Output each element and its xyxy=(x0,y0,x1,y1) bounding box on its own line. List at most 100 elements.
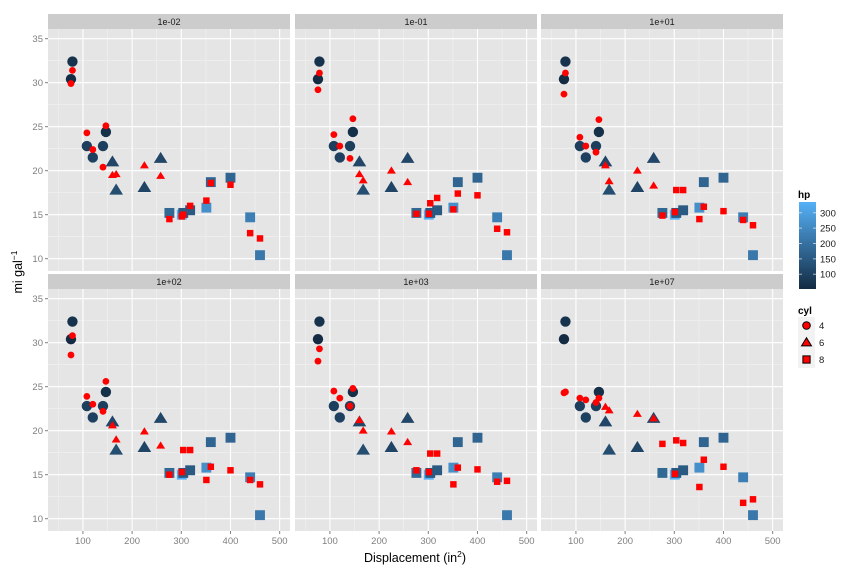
observed-point xyxy=(718,172,729,183)
predicted-point xyxy=(227,467,234,474)
predicted-point xyxy=(166,471,173,478)
facet-strip-label: 1e+02 xyxy=(156,277,181,287)
observed-point xyxy=(185,205,196,216)
predicted-point xyxy=(349,385,357,392)
predicted-point xyxy=(649,181,659,189)
legend-cyl-title: cyl xyxy=(798,306,812,317)
observed-point xyxy=(602,443,616,455)
predicted-point xyxy=(413,467,420,474)
observed-point xyxy=(334,152,346,163)
predicted-point xyxy=(632,166,642,174)
predicted-point xyxy=(600,402,610,410)
y-tick-label: 20 xyxy=(32,426,43,437)
predicted-point xyxy=(83,392,91,400)
predicted-point xyxy=(595,116,603,124)
observed-point xyxy=(718,432,729,443)
observed-point xyxy=(574,400,586,412)
x-tick-label: 200 xyxy=(617,536,633,547)
legend-hp-tick-label: 200 xyxy=(820,239,836,250)
predicted-point xyxy=(413,210,420,218)
predicted-point xyxy=(227,181,234,188)
predicted-point xyxy=(450,481,457,488)
observed-point xyxy=(558,73,570,85)
legend-hp-tick-label: 250 xyxy=(820,224,836,235)
observed-point xyxy=(164,207,175,218)
x-axis-title: Displacement (in2) xyxy=(364,549,466,565)
observed-point xyxy=(105,155,120,167)
predicted-point xyxy=(139,161,149,169)
predicted-point xyxy=(474,466,481,473)
predicted-point xyxy=(316,345,323,353)
predicted-point xyxy=(403,437,413,446)
y-tick-label: 35 xyxy=(32,34,43,45)
observed-point xyxy=(109,183,123,195)
predicted-point xyxy=(111,169,121,178)
predicted-point xyxy=(246,476,254,484)
observed-point xyxy=(560,316,571,327)
predicted-point xyxy=(403,177,413,186)
legend-cyl-keys: 4 6 8 xyxy=(798,317,824,368)
y-tick-label: 25 xyxy=(32,382,43,393)
observed-point xyxy=(646,151,661,163)
observed-point xyxy=(81,400,93,412)
legend-cyl-key-square-icon xyxy=(802,355,811,364)
predicted-point xyxy=(679,439,687,447)
predicted-point xyxy=(69,66,76,74)
observed-point xyxy=(492,212,503,223)
x-tick-label: 300 xyxy=(420,536,436,547)
observed-point xyxy=(328,400,340,412)
observed-point xyxy=(400,411,415,423)
observed-point xyxy=(312,333,324,345)
x-tick-label: 100 xyxy=(322,536,338,547)
facet-strip-label: 1e+01 xyxy=(649,17,674,27)
predicted-point xyxy=(178,468,186,476)
y-tick-label: 30 xyxy=(32,338,43,349)
predicted-point xyxy=(330,387,338,395)
y-axis-title-superscript: −1 xyxy=(9,250,19,260)
observed-point xyxy=(255,250,265,261)
predicted-point xyxy=(493,478,501,485)
observed-point xyxy=(344,140,356,152)
predicted-point xyxy=(671,470,679,478)
predicted-point xyxy=(346,402,354,410)
x-tick-label: 500 xyxy=(272,536,288,547)
observed-point xyxy=(314,56,325,67)
legend-hp-title: hp xyxy=(798,190,810,201)
observed-point xyxy=(694,202,705,213)
predicted-point xyxy=(720,207,727,215)
predicted-point xyxy=(749,496,757,503)
predicted-point xyxy=(358,426,368,434)
observed-point xyxy=(492,472,503,483)
predicted-point xyxy=(493,225,501,232)
facet-panel-1e+02: 1e+02 xyxy=(48,274,290,531)
observed-point xyxy=(347,126,359,138)
predicted-point xyxy=(207,463,215,470)
predicted-point xyxy=(180,446,187,454)
predicted-point xyxy=(102,122,110,130)
observed-point xyxy=(602,183,616,195)
predicted-point xyxy=(433,194,441,202)
legend-hp-tick-label: 100 xyxy=(820,270,836,281)
predicted-point xyxy=(256,481,264,488)
y-tick-label: 30 xyxy=(32,78,43,89)
predicted-point xyxy=(696,483,703,491)
predicted-point xyxy=(102,378,110,385)
predicted-point xyxy=(749,222,757,229)
predicted-point xyxy=(139,427,149,435)
predicted-point xyxy=(67,80,75,87)
observed-point xyxy=(153,151,168,163)
predicted-point xyxy=(427,200,434,207)
x-tick-label: 200 xyxy=(124,536,140,547)
predicted-point xyxy=(358,176,368,184)
x-tick-label: 400 xyxy=(470,536,486,547)
legend-hp-tick-label: 150 xyxy=(820,254,836,265)
predicted-point xyxy=(336,142,344,150)
predicted-point xyxy=(659,440,666,448)
predicted-point xyxy=(330,131,338,139)
predicted-point xyxy=(316,69,323,77)
predicted-point xyxy=(386,427,396,435)
predicted-point xyxy=(89,400,97,408)
predicted-point xyxy=(186,202,194,210)
y-tick-label: 35 xyxy=(32,294,43,305)
predicted-point xyxy=(425,468,433,476)
